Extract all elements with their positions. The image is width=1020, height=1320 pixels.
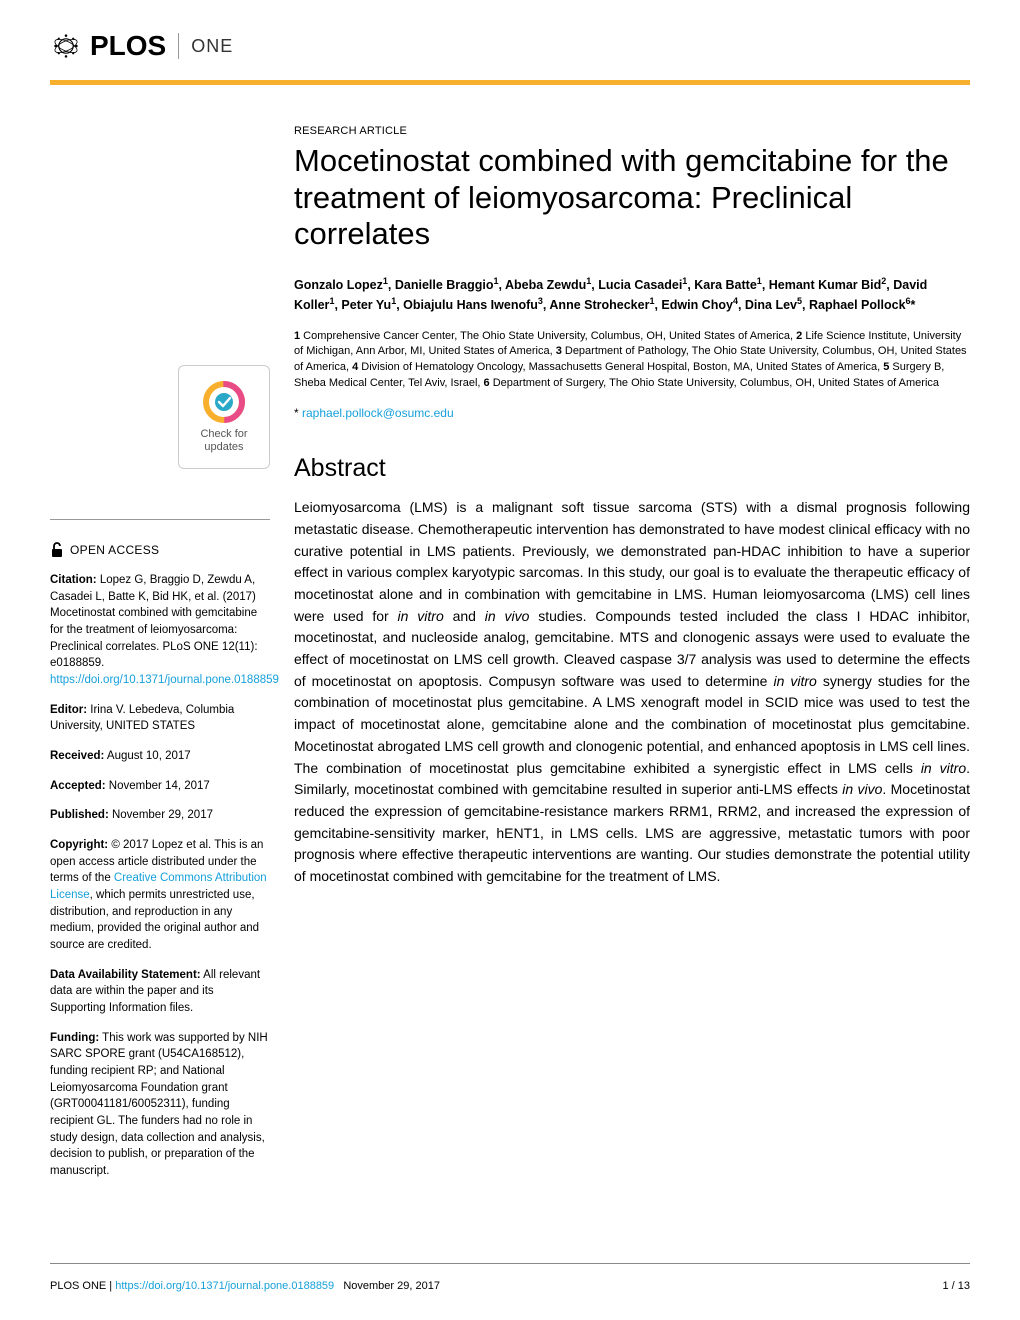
received-block: Received: August 10, 2017 bbox=[50, 748, 270, 765]
footer-doi-link[interactable]: https://doi.org/10.1371/journal.pone.018… bbox=[115, 1280, 334, 1292]
affiliations: 1 Comprehensive Cancer Center, The Ohio … bbox=[294, 329, 970, 393]
crossmark-icon bbox=[202, 380, 246, 424]
corr-star: * bbox=[294, 406, 302, 420]
received-label: Received: bbox=[50, 750, 104, 762]
editor-label: Editor: bbox=[50, 704, 87, 716]
check-line2: updates bbox=[200, 441, 247, 454]
corresponding-author: * raphael.pollock@osumc.edu bbox=[294, 406, 970, 420]
plos-logo: PLOS bbox=[50, 30, 166, 62]
footer-rule bbox=[50, 1263, 970, 1264]
article-title: Mocetinostat combined with gemcitabine f… bbox=[294, 143, 970, 253]
check-for-updates-button[interactable]: Check for updates bbox=[178, 365, 270, 469]
copyright-block: Copyright: © 2017 Lopez et al. This is a… bbox=[50, 837, 270, 954]
left-sidebar: Check for updates OPEN ACCESS Citation: … bbox=[50, 125, 270, 1193]
footer-date: November 29, 2017 bbox=[343, 1280, 440, 1292]
received-text: August 10, 2017 bbox=[104, 750, 190, 762]
plos-wordmark: PLOS bbox=[90, 30, 166, 62]
article-body: RESEARCH ARTICLE Mocetinostat combined w… bbox=[294, 125, 970, 1193]
authors-list: Gonzalo Lopez1, Danielle Braggio1, Abeba… bbox=[294, 275, 970, 315]
open-access-text: OPEN ACCESS bbox=[70, 543, 159, 557]
accepted-text: November 14, 2017 bbox=[106, 780, 210, 792]
footer-journal: PLOS ONE | bbox=[50, 1280, 115, 1292]
check-updates-label: Check for updates bbox=[200, 428, 247, 454]
copyright-label: Copyright: bbox=[50, 839, 108, 851]
plos-orb-icon bbox=[50, 30, 82, 62]
published-text: November 29, 2017 bbox=[109, 809, 213, 821]
citation-block: Citation: Lopez G, Braggio D, Zewdu A, C… bbox=[50, 572, 270, 689]
side-divider bbox=[50, 519, 270, 520]
citation-doi-link[interactable]: https://doi.org/10.1371/journal.pone.018… bbox=[50, 674, 279, 686]
data-label: Data Availability Statement: bbox=[50, 969, 201, 981]
published-block: Published: November 29, 2017 bbox=[50, 807, 270, 824]
open-access-badge: OPEN ACCESS bbox=[50, 542, 270, 558]
editor-block: Editor: Irina V. Lebedeva, Columbia Univ… bbox=[50, 702, 270, 735]
open-lock-icon bbox=[50, 542, 64, 558]
check-line1: Check for bbox=[200, 428, 247, 441]
logo-row: PLOS ONE bbox=[50, 30, 970, 62]
abstract-heading: Abstract bbox=[294, 454, 970, 483]
published-label: Published: bbox=[50, 809, 109, 821]
footer-page: 1 / 13 bbox=[942, 1280, 970, 1292]
citation-label: Citation: bbox=[50, 574, 97, 586]
logo-divider bbox=[178, 33, 179, 59]
footer-left: PLOS ONE | https://doi.org/10.1371/journ… bbox=[50, 1280, 440, 1292]
article-type: RESEARCH ARTICLE bbox=[294, 125, 970, 137]
page-footer: PLOS ONE | https://doi.org/10.1371/journ… bbox=[50, 1280, 970, 1292]
abstract-text: Leiomyosarcoma (LMS) is a malignant soft… bbox=[294, 497, 970, 887]
accepted-block: Accepted: November 14, 2017 bbox=[50, 778, 270, 795]
page-header: PLOS ONE bbox=[0, 0, 1020, 70]
citation-text: Lopez G, Braggio D, Zewdu A, Casadei L, … bbox=[50, 574, 258, 669]
accepted-label: Accepted: bbox=[50, 780, 106, 792]
journal-one: ONE bbox=[191, 36, 233, 57]
main-content: Check for updates OPEN ACCESS Citation: … bbox=[0, 85, 1020, 1193]
data-availability-block: Data Availability Statement: All relevan… bbox=[50, 967, 270, 1017]
funding-text: This work was supported by NIH SARC SPOR… bbox=[50, 1032, 268, 1177]
corr-email-link[interactable]: raphael.pollock@osumc.edu bbox=[302, 406, 454, 420]
funding-label: Funding: bbox=[50, 1032, 99, 1044]
funding-block: Funding: This work was supported by NIH … bbox=[50, 1030, 270, 1180]
